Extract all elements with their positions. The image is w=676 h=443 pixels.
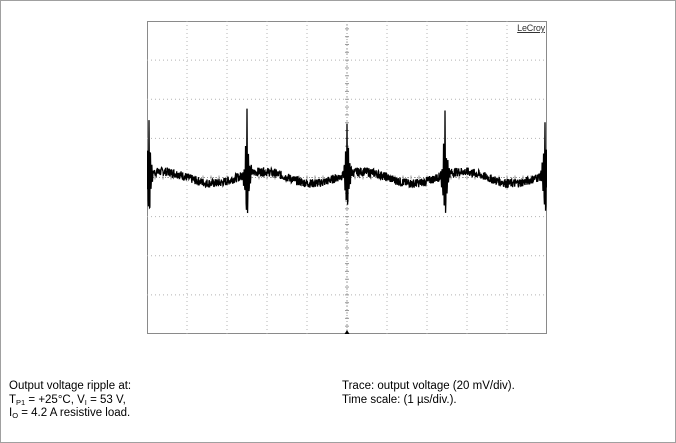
ripple-trace xyxy=(147,108,547,214)
trigger-level-marker xyxy=(543,174,547,181)
caption-trace-line: Trace: output voltage (20 mV/div). xyxy=(342,380,515,392)
caption-trace-info: Trace: output voltage (20 mV/div). Time … xyxy=(342,380,515,407)
caption-line-2: TP1 = +25°C, VI = 53 V, xyxy=(9,393,126,407)
caption-timescale-line: Time scale: (1 µs/div.). xyxy=(342,393,457,406)
trigger-position-marker xyxy=(344,330,350,334)
scope-plot xyxy=(147,21,547,334)
oscilloscope-screen: LeCroy xyxy=(147,21,547,334)
instrument-brand-label: LeCroy xyxy=(517,23,545,33)
caption-line-1: Output voltage ripple at: xyxy=(9,380,132,392)
caption-conditions: Output voltage ripple at: TP1 = +25°C, V… xyxy=(9,380,131,421)
caption-line-3: IO = 4.2 A resistive load. xyxy=(9,407,131,420)
